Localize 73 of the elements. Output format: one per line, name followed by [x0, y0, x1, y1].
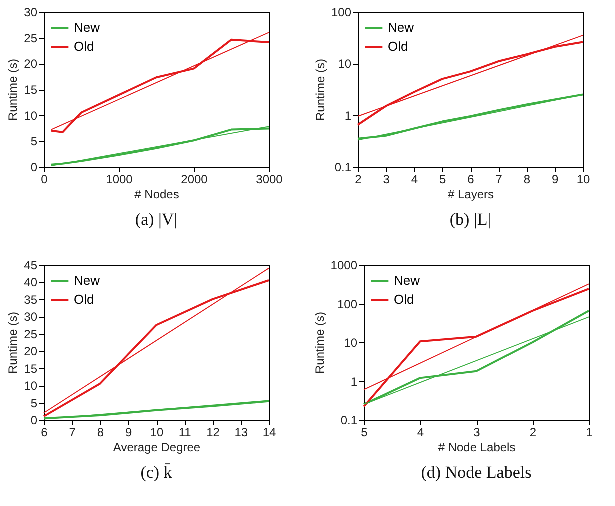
x-tick-label: 4	[411, 172, 418, 186]
legend-label: New	[388, 20, 415, 35]
x-tick-label: 6	[468, 172, 475, 186]
y-tick-label: 10	[338, 57, 352, 72]
x-tick-label: 2	[355, 172, 362, 186]
x-tick-label: 7	[496, 172, 503, 186]
y-tick-label: 100	[337, 297, 358, 312]
x-tick-label: 1	[586, 426, 594, 440]
x-tick-label: 9	[552, 172, 560, 186]
legend-label: Old	[394, 292, 414, 307]
y-tick-label: 20	[24, 57, 38, 72]
x-tick-label: 0	[41, 172, 48, 186]
text: (b) |L|	[450, 210, 492, 229]
y-axis-title: Runtime (s)	[6, 312, 20, 374]
x-axis-title: # Nodes	[134, 188, 180, 202]
y-tick-label: 0	[30, 414, 38, 428]
y-tick-label: 1000	[330, 258, 358, 272]
y-tick-label: 20	[24, 344, 38, 359]
y-tick-label: 45	[24, 258, 38, 272]
x-tick-label: 2	[530, 426, 537, 440]
y-tick-label: 1	[344, 108, 352, 123]
y-tick-label: 40	[24, 276, 38, 290]
text: (d) Node Labels	[421, 463, 532, 482]
x-tick-label: 3000	[256, 172, 284, 186]
text: (c) k̄	[140, 463, 173, 482]
y-axis-title: Runtime (s)	[313, 58, 328, 122]
legend-label: Old	[74, 39, 94, 54]
x-tick-label: 10	[150, 426, 164, 440]
y-tick-label: 25	[24, 327, 38, 342]
y-tick-label: 0	[30, 160, 38, 174]
y-tick-label: 25	[24, 31, 38, 46]
x-axis-title: # Node Labels	[438, 440, 516, 454]
x-tick-label: 6	[41, 426, 48, 440]
y-tick-label: 10	[24, 108, 38, 123]
x-tick-label: 11	[178, 426, 192, 440]
y-axis-title: Runtime (s)	[312, 312, 327, 374]
y-tick-label: 100	[331, 6, 352, 20]
legend-label: Old	[388, 39, 408, 54]
x-tick-label: 3	[474, 426, 481, 440]
x-axis-title: # Layers	[448, 188, 494, 202]
y-tick-label: 10	[344, 336, 358, 350]
legend-label: Old	[74, 292, 94, 307]
x-tick-label: 2000	[181, 172, 208, 186]
x-tick-label: 14	[262, 426, 276, 440]
x-tick-label: 8	[524, 172, 531, 186]
legend-label: New	[74, 20, 101, 35]
y-tick-label: 5	[30, 134, 38, 149]
y-tick-label: 15	[24, 362, 38, 376]
x-tick-label: 4	[417, 426, 424, 440]
y-tick-label: 30	[24, 310, 38, 324]
x-tick-label: 5	[440, 172, 447, 186]
legend-label: New	[394, 273, 421, 288]
y-tick-label: 10	[24, 379, 38, 394]
x-tick-label: 7	[69, 426, 76, 440]
x-axis-title: Average Degree	[113, 440, 201, 454]
legend-label: New	[74, 273, 101, 288]
y-tick-label: 15	[24, 83, 38, 97]
y-tick-label: 35	[24, 292, 38, 307]
y-tick-label: 0.1	[340, 414, 358, 428]
x-tick-label: 3	[383, 172, 390, 186]
x-tick-label: 5	[361, 426, 368, 440]
x-tick-label: 13	[234, 426, 248, 440]
x-tick-label: 12	[206, 426, 220, 440]
text: (a) |V|	[135, 210, 178, 229]
x-tick-label: 9	[126, 426, 133, 440]
x-tick-label: 10	[576, 172, 590, 186]
y-axis-title: Runtime (s)	[6, 58, 20, 122]
y-tick-label: 0.1	[334, 160, 352, 174]
y-tick-label: 1	[350, 374, 358, 389]
x-tick-label: 8	[97, 426, 104, 440]
y-tick-label: 5	[30, 396, 38, 410]
y-tick-label: 30	[24, 6, 38, 20]
x-tick-label: 1000	[106, 172, 134, 186]
